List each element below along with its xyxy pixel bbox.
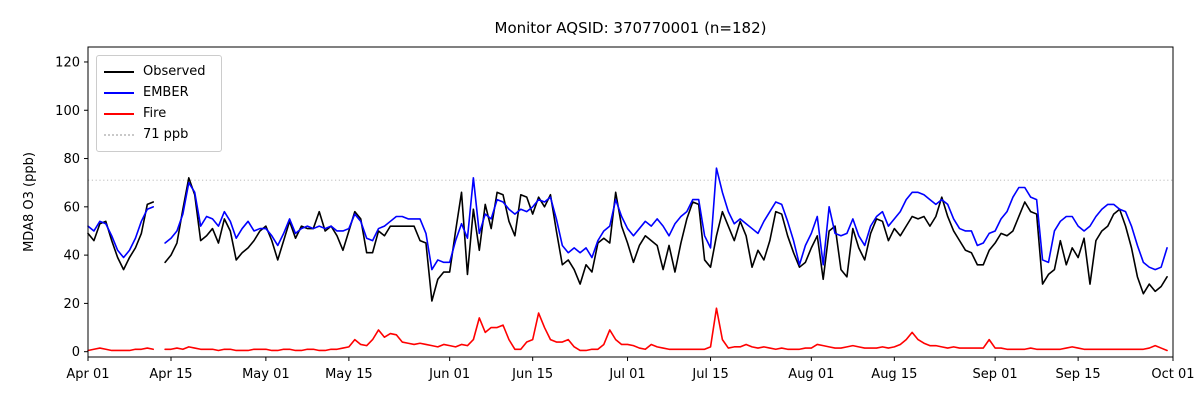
y-tick-label: 60 — [63, 200, 80, 215]
legend-item-fire: Fire — [97, 103, 221, 124]
x-tick-label: Sep 15 — [1056, 367, 1101, 382]
x-tick-label: Jul 01 — [608, 367, 645, 382]
x-tick-label: Aug 15 — [871, 367, 917, 382]
chart-title: Monitor AQSID: 370770001 (n=182) — [494, 19, 767, 37]
x-tick-label: May 15 — [325, 367, 373, 382]
legend-label-threshold: 71 ppb — [143, 127, 189, 142]
x-tick-label: Jun 15 — [511, 367, 553, 382]
x-tick-label: Jun 01 — [428, 367, 470, 382]
x-tick-label: Aug 01 — [788, 367, 834, 382]
legend-label-fire: Fire — [143, 106, 167, 121]
ember-series-line — [87, 167, 1168, 271]
y-tick-label: 20 — [63, 297, 80, 312]
y-tick-label: 80 — [63, 152, 80, 167]
legend-label-ember: EMBER — [143, 85, 189, 100]
x-tick-label: Jul 15 — [691, 367, 728, 382]
y-tick-label: 0 — [72, 345, 80, 360]
observed-series-line — [87, 177, 1168, 302]
fire-line-swatch — [104, 112, 134, 115]
y-tick-label: 100 — [55, 104, 80, 119]
x-tick-label: Oct 01 — [1151, 367, 1194, 382]
legend-item-observed: Observed — [97, 61, 221, 82]
observed-line-swatch — [104, 70, 134, 73]
legend-item-threshold: 71 ppb — [97, 124, 221, 145]
x-tick-label: May 01 — [242, 367, 290, 382]
x-tick-label: Apr 01 — [66, 367, 109, 382]
legend-item-ember: EMBER — [97, 82, 221, 103]
y-tick-label: 40 — [63, 249, 80, 264]
legend-label-observed: Observed — [143, 64, 206, 79]
ember-line-swatch — [104, 91, 134, 94]
x-tick-label: Sep 01 — [973, 367, 1018, 382]
fire-series-line — [87, 307, 1168, 352]
plot-border — [87, 46, 1174, 358]
y-tick-label: 120 — [55, 55, 80, 70]
threshold-line-swatch — [104, 133, 134, 136]
legend: Observed EMBER Fire 71 ppb — [96, 55, 222, 152]
x-tick-label: Apr 15 — [149, 367, 192, 382]
y-axis-label: MDA8 O3 (ppb) — [22, 152, 37, 252]
